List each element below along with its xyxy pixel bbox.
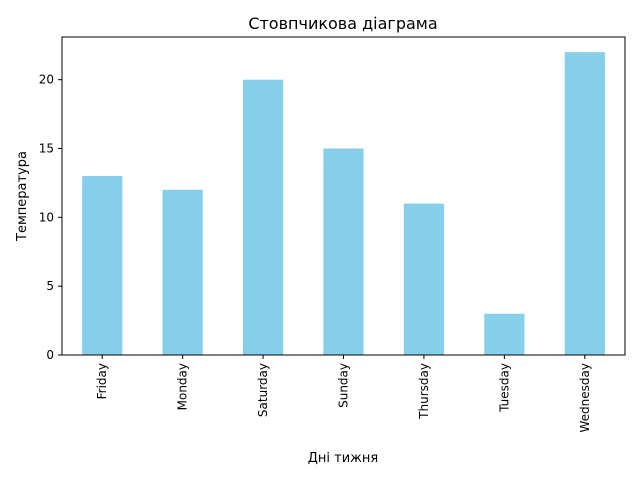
y-tick-label: 20 — [39, 73, 54, 87]
bars-group — [82, 52, 605, 356]
y-axis-label: Температура — [15, 151, 30, 242]
x-tick-label: Monday — [176, 363, 190, 410]
bar-monday — [162, 189, 203, 355]
y-axis: 0 5 10 15 20 — [39, 73, 62, 362]
y-tick-label: 15 — [39, 142, 54, 156]
bar-wednesday — [564, 52, 605, 356]
x-tick-label: Sunday — [337, 363, 351, 408]
bar-saturday — [242, 79, 284, 355]
x-tick-label: Saturday — [256, 363, 270, 417]
plot-frame — [61, 36, 626, 356]
x-axis-label: Дні тижня — [308, 451, 378, 466]
chart-title: Стовпчикова діаграма — [248, 14, 437, 33]
x-tick-label: Thursday — [417, 363, 431, 420]
y-tick-label: 10 — [39, 210, 54, 224]
y-tick-label: 0 — [46, 348, 54, 362]
y-tick-label: 5 — [46, 279, 54, 293]
x-tick-label: Friday — [95, 363, 109, 399]
bar-tuesday — [484, 313, 525, 355]
bar-friday — [82, 176, 123, 355]
x-axis: Friday Monday Saturday Sunday Thursday Tuesda… — [95, 355, 592, 432]
bar-sunday — [323, 148, 364, 355]
x-tick-label: Wednesday — [578, 363, 592, 432]
x-tick-label: Tuesday — [497, 363, 511, 413]
bar-thursday — [403, 203, 445, 355]
